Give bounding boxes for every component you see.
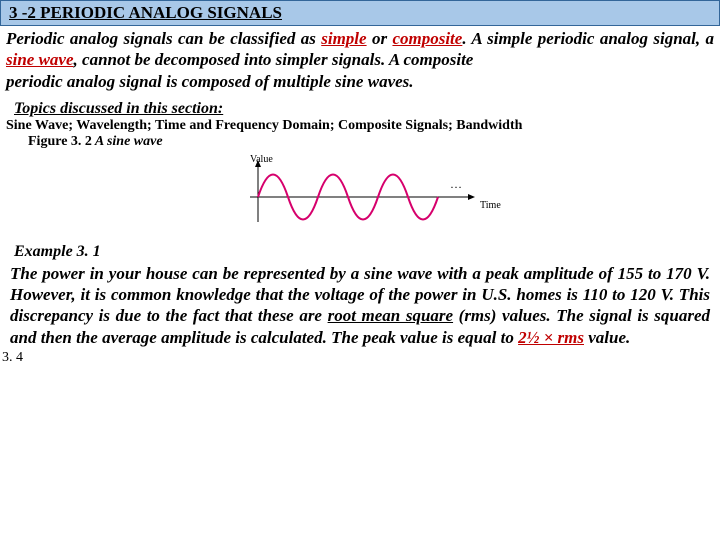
intro-hl-simple: simple xyxy=(321,29,366,48)
intro-text-2: or xyxy=(367,29,393,48)
intro-paragraph: Periodic analog signals can be classifie… xyxy=(0,26,720,94)
body-hl-formula: 2½ × rms xyxy=(518,328,584,347)
example-body: The power in your house can be represent… xyxy=(0,263,720,348)
intro-text-4: , cannot be decomposed into simpler sign… xyxy=(74,50,474,69)
intro-text-1: Periodic analog signals can be classifie… xyxy=(6,29,321,48)
sine-wave-figure: Value Time … xyxy=(0,150,720,241)
value-axis-label: Value xyxy=(250,154,273,165)
topics-heading: Topics discussed in this section: xyxy=(0,94,720,118)
ellipsis: … xyxy=(450,177,462,191)
intro-hl-sinewave: sine wave xyxy=(6,50,74,69)
x-axis-arrow-icon xyxy=(468,194,475,200)
intro-text-5: periodic analog signal is composed of mu… xyxy=(6,72,414,91)
example-heading: Example 3. 1 xyxy=(0,241,720,263)
section-header: 3 -2 PERIODIC ANALOG SIGNALS xyxy=(0,0,720,26)
figure-caption: Figure 3. 2 A sine wave xyxy=(0,134,720,150)
figure-title: A sine wave xyxy=(92,134,163,149)
page-number: 3. 4 xyxy=(0,348,720,366)
intro-hl-composite: composite xyxy=(392,29,462,48)
time-axis-label: Time xyxy=(480,200,501,211)
intro-text-3: . A simple periodic analog signal, a xyxy=(462,29,714,48)
figure-label: Figure 3. 2 xyxy=(28,134,92,149)
section-title: 3 -2 PERIODIC ANALOG SIGNALS xyxy=(9,3,282,22)
body-text-3: value. xyxy=(584,328,630,347)
sine-wave-svg: Value Time … xyxy=(210,152,510,234)
topics-list: Sine Wave; Wavelength; Time and Frequenc… xyxy=(0,118,720,134)
body-hl-rms: root mean square xyxy=(328,306,453,325)
